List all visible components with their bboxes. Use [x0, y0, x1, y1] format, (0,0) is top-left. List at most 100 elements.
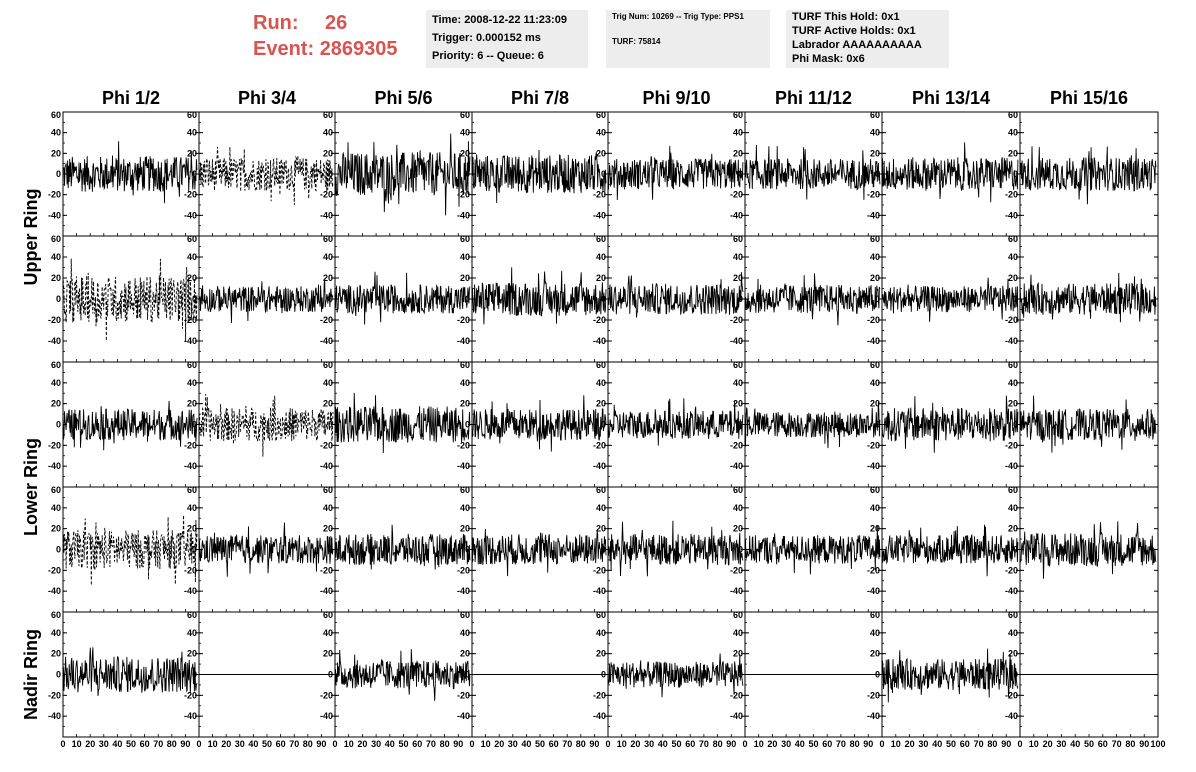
waveform-trace: [744, 273, 881, 326]
x-tick-label: 10: [72, 739, 82, 749]
y-tick-label: 40: [323, 128, 333, 138]
y-tick-label: 60: [460, 234, 470, 244]
x-tick-label: 50: [398, 739, 408, 749]
waveform-trace: [881, 395, 1019, 453]
y-tick-label: 20: [596, 273, 606, 283]
y-tick-label: -20: [1005, 315, 1018, 325]
waveform-trace: [471, 528, 607, 577]
x-tick-label: 90: [1139, 739, 1149, 749]
x-tick-label: 70: [153, 739, 163, 749]
y-tick-label: 60: [460, 110, 470, 120]
y-tick-label: 20: [870, 649, 880, 659]
y-tick-label: 20: [733, 649, 743, 659]
y-tick-label: -20: [867, 440, 880, 450]
y-tick-label: 60: [460, 610, 470, 620]
y-tick-label: 40: [733, 378, 743, 388]
waveform-trace: [607, 653, 744, 698]
x-tick-label: 60: [960, 739, 970, 749]
y-tick-label: 40: [870, 378, 880, 388]
y-tick-label: 40: [1008, 128, 1018, 138]
y-tick-label: 60: [596, 360, 606, 370]
x-tick-label: 90: [863, 739, 873, 749]
y-tick-label: 0: [875, 545, 880, 555]
y-tick-label: -20: [48, 315, 61, 325]
column-title: Phi 11/12: [775, 88, 852, 108]
y-tick-label: -40: [320, 711, 333, 721]
y-tick-label: 40: [870, 128, 880, 138]
y-tick-label: 60: [733, 610, 743, 620]
y-tick-label: -40: [867, 336, 880, 346]
y-tick-label: 20: [460, 399, 470, 409]
y-tick-label: 60: [51, 485, 61, 495]
y-tick-label: 60: [596, 610, 606, 620]
x-tick-label: 100: [1150, 739, 1165, 749]
y-tick-label: 60: [1008, 360, 1018, 370]
waveform-trace: [62, 141, 198, 204]
run-row: Run: 26: [253, 10, 423, 36]
x-tick-label: 60: [685, 739, 695, 749]
y-tick-label: 60: [187, 485, 197, 495]
y-tick-label: -20: [184, 190, 197, 200]
y-tick-label: -40: [184, 336, 197, 346]
y-tick-label: -20: [320, 690, 333, 700]
y-tick-label: -20: [593, 440, 606, 450]
y-tick-label: 40: [1008, 628, 1018, 638]
y-tick-label: 0: [1013, 169, 1018, 179]
x-tick-label: 80: [440, 739, 450, 749]
row-title: Upper Ring: [21, 189, 41, 286]
x-tick-label: 20: [905, 739, 915, 749]
waveform-trace: [881, 142, 1019, 203]
y-tick-label: 20: [1008, 273, 1018, 283]
y-tick-label: 40: [1008, 252, 1018, 262]
waveform-trace: [881, 524, 1019, 577]
x-tick-label: 30: [781, 739, 791, 749]
y-tick-label: -20: [320, 315, 333, 325]
y-tick-label: 40: [323, 503, 333, 513]
x-tick-label: 60: [1098, 739, 1108, 749]
x-tick-label: 10: [754, 739, 764, 749]
y-tick-label: -40: [48, 210, 61, 220]
y-tick-label: 40: [323, 628, 333, 638]
waveform-trace: [744, 144, 881, 200]
y-tick-label: -40: [593, 336, 606, 346]
y-tick-label: -40: [184, 586, 197, 596]
y-tick-label: 20: [733, 273, 743, 283]
y-tick-label: 0: [328, 420, 333, 430]
y-tick-label: 60: [870, 360, 880, 370]
y-tick-label: 60: [460, 485, 470, 495]
y-tick-label: -40: [320, 586, 333, 596]
y-tick-label: -40: [867, 461, 880, 471]
panel-frame: [198, 111, 336, 237]
time-line: Time: 2008-12-22 11:23:09: [432, 14, 567, 26]
waveform-trace: [198, 522, 334, 577]
y-tick-label: -20: [48, 440, 61, 450]
x-tick-label: 40: [1070, 739, 1080, 749]
row-title: Lower Ring: [21, 438, 41, 536]
waveform-trace: [198, 146, 334, 205]
event-value: 2869305: [319, 38, 398, 60]
waveform-trace: [62, 515, 198, 586]
waveform-trace: [607, 520, 744, 577]
y-tick-label: -40: [457, 711, 470, 721]
y-tick-label: 40: [460, 503, 470, 513]
y-tick-label: 0: [601, 670, 606, 680]
y-tick-label: 20: [1008, 399, 1018, 409]
y-tick-label: 0: [192, 420, 197, 430]
y-tick-label: 0: [601, 545, 606, 555]
y-tick-label: 0: [738, 294, 743, 304]
y-tick-label: 0: [465, 670, 470, 680]
y-tick-label: 60: [596, 485, 606, 495]
y-tick-label: -20: [48, 690, 61, 700]
waveform-trace: [471, 267, 607, 325]
turf-info-box: TURF This Hold: 0x1 TURF Active Holds: 0…: [786, 10, 949, 68]
y-tick-label: 40: [460, 378, 470, 388]
y-tick-label: 20: [323, 649, 333, 659]
y-tick-label: -40: [457, 336, 470, 346]
event-label: Event:: [253, 38, 315, 60]
x-tick-label: 10: [208, 739, 218, 749]
column-title: Phi 7/8: [511, 88, 569, 108]
y-tick-label: 20: [323, 399, 333, 409]
time-info-box: Time: 2008-12-22 11:23:09 Trigger: 0.000…: [426, 10, 588, 68]
y-tick-label: 20: [460, 148, 470, 158]
y-tick-label: 60: [870, 485, 880, 495]
